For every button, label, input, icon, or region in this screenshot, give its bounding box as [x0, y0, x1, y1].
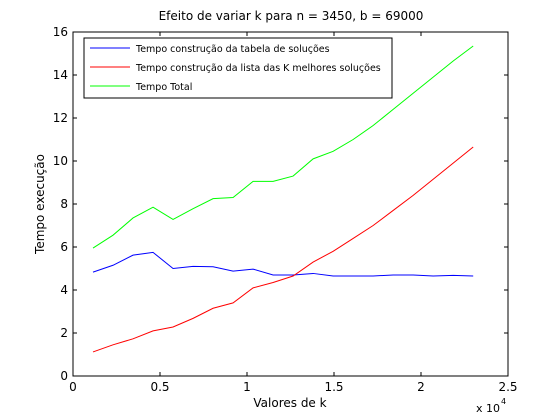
y-tick-label: 12	[53, 111, 68, 125]
axis-ticks: 0 0.5 1 1.5 2 2.5 0 2 4 6 8 10 12 14 16	[53, 25, 518, 394]
series-line-3	[92, 45, 474, 249]
x-exponent-label: x 10	[476, 402, 500, 415]
series-line-2	[92, 146, 474, 353]
legend: Tempo construção da tabela de soluções Te…	[83, 37, 393, 99]
x-axis-label: Valores de k	[253, 396, 326, 410]
y-tick-label: 10	[53, 154, 68, 168]
series-lines	[92, 45, 474, 353]
x-tick-label: 0.5	[150, 380, 169, 394]
x-tick-label: 1.5	[324, 380, 343, 394]
y-axis-label: Tempo execução	[33, 154, 47, 255]
legend-label-1: Tempo construção da tabela de soluções	[135, 44, 330, 55]
legend-box	[83, 37, 393, 99]
y-tick-label: 2	[60, 326, 68, 340]
y-tick-label: 6	[60, 240, 68, 254]
x-tick-label: 1	[243, 380, 251, 394]
legend-label-2: Tempo construção da lista das K melhores…	[135, 63, 381, 74]
x-tick-label: 2.5	[498, 380, 517, 394]
y-tick-label: 8	[60, 197, 68, 211]
y-tick-label: 4	[60, 283, 68, 297]
x-tick-label: 0	[69, 380, 77, 394]
chart-title: Efeito de variar k para n = 3450, b = 69…	[159, 9, 424, 23]
legend-label-3: Tempo Total	[135, 82, 192, 93]
y-tick-label: 16	[53, 25, 68, 39]
series-line-1	[92, 251, 474, 277]
x-exponent-power: 4	[501, 397, 506, 406]
y-tick-label: 14	[53, 68, 68, 82]
y-tick-label: 0	[60, 369, 68, 383]
x-tick-label: 2	[417, 380, 425, 394]
